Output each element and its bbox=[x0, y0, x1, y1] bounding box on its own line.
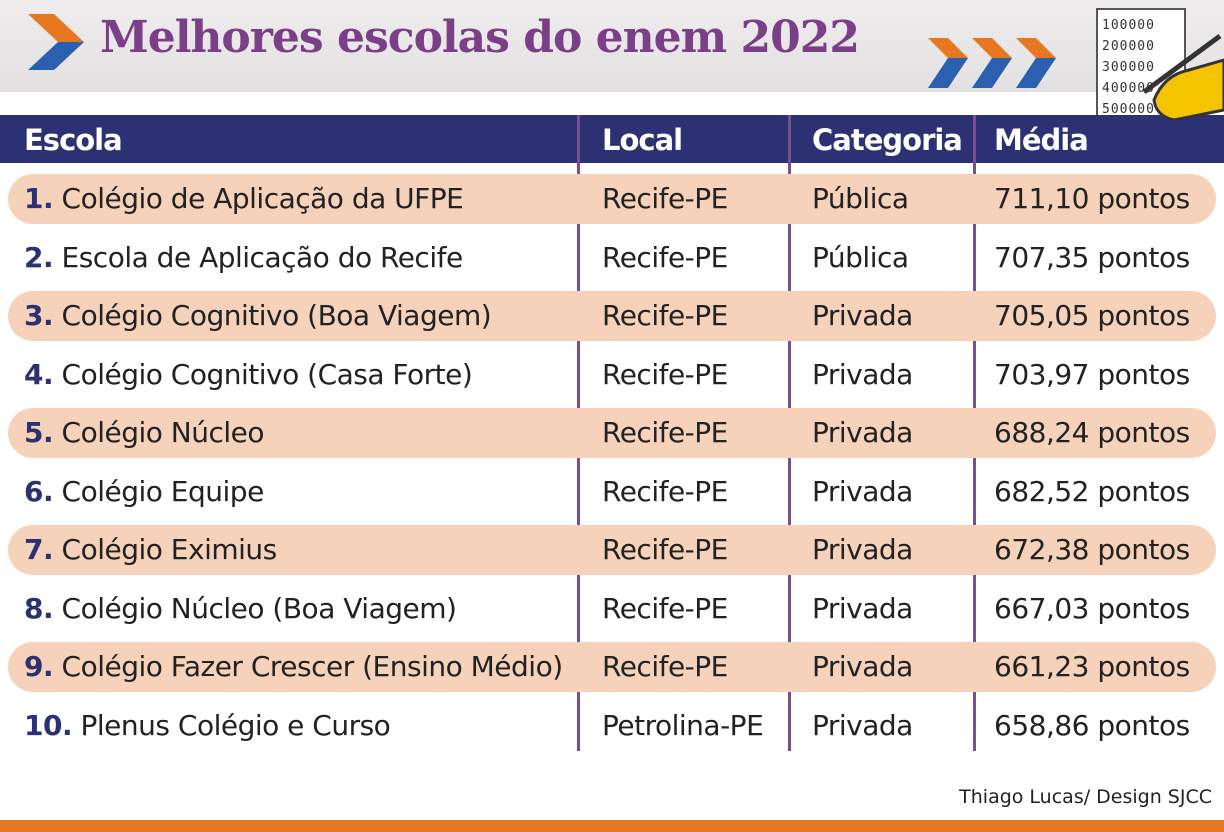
category-cell: Privada bbox=[812, 416, 913, 449]
school-name: Escola de Aplicação do Recife bbox=[61, 240, 464, 274]
column-header: Escola bbox=[24, 123, 123, 157]
category-cell: Privada bbox=[812, 299, 913, 332]
school-name: Colégio Eximius bbox=[61, 533, 278, 566]
location-cell: Recife-PE bbox=[602, 416, 728, 449]
rank: 9. bbox=[24, 650, 54, 683]
school-cell: 4. Colégio Cognitivo (Casa Forte) bbox=[24, 346, 473, 404]
score-cell: 705,05 pontos bbox=[994, 299, 1190, 332]
school-name: Plenus Colégio e Curso bbox=[80, 708, 391, 742]
school-name: Colégio de Aplicação da UFPE bbox=[61, 182, 464, 215]
footer-bar bbox=[0, 820, 1224, 832]
icon-line: 400000 bbox=[1102, 81, 1155, 96]
score-cell: 682,52 pontos bbox=[994, 474, 1190, 508]
category-cell: Privada bbox=[812, 708, 913, 742]
rank: 5. bbox=[24, 416, 54, 449]
rank: 8. bbox=[24, 591, 54, 625]
icon-line: 500000 bbox=[1102, 102, 1155, 117]
location-cell: Recife-PE bbox=[602, 299, 728, 332]
location-cell: Petrolina-PE bbox=[602, 708, 764, 742]
icon-line: 200000 bbox=[1102, 39, 1155, 54]
rank: 7. bbox=[24, 533, 54, 566]
location-cell: Recife-PE bbox=[602, 474, 728, 508]
location-cell: Recife-PE bbox=[602, 357, 728, 391]
school-name: Colégio Cognitivo (Boa Viagem) bbox=[61, 299, 492, 332]
credit: Thiago Lucas/ Design SJCC bbox=[959, 786, 1212, 808]
school-name: Colégio Equipe bbox=[61, 474, 265, 508]
school-cell: 1. Colégio de Aplicação da UFPE bbox=[24, 170, 464, 228]
score-cell: 667,03 pontos bbox=[994, 591, 1190, 625]
school-cell: 10. Plenus Colégio e Curso bbox=[24, 697, 391, 755]
title-band bbox=[0, 0, 1224, 92]
category-cell: Privada bbox=[812, 650, 913, 683]
column-header: Categoria bbox=[812, 123, 963, 157]
chevron bbox=[28, 14, 84, 70]
score-cell: 711,10 pontos bbox=[994, 182, 1190, 215]
location-cell: Recife-PE bbox=[602, 650, 728, 683]
school-cell: 2. Escola de Aplicação do Recife bbox=[24, 229, 463, 287]
chevrons bbox=[928, 38, 1056, 88]
icon-line: 300000 bbox=[1102, 60, 1155, 75]
school-name: Colégio Cognitivo (Casa Forte) bbox=[61, 357, 473, 391]
school-cell: 5. Colégio Núcleo bbox=[24, 404, 265, 462]
school-cell: 9. Colégio Fazer Crescer (Ensino Médio) bbox=[24, 638, 563, 696]
category-cell: Privada bbox=[812, 591, 913, 625]
score-cell: 707,35 pontos bbox=[994, 240, 1190, 274]
table-header bbox=[0, 115, 1224, 163]
column-header: Média bbox=[994, 123, 1089, 157]
school-cell: 3. Colégio Cognitivo (Boa Viagem) bbox=[24, 287, 492, 345]
school-name: Colégio Núcleo (Boa Viagem) bbox=[61, 591, 457, 625]
school-cell: 6. Colégio Equipe bbox=[24, 463, 264, 521]
row-highlight bbox=[8, 642, 1216, 692]
icon-line: 100000 bbox=[1102, 18, 1155, 33]
score-cell: 661,23 pontos bbox=[994, 650, 1190, 683]
score-cell: 688,24 pontos bbox=[994, 416, 1190, 449]
category-cell: Privada bbox=[812, 474, 913, 508]
category-cell: Pública bbox=[812, 182, 909, 215]
location-cell: Recife-PE bbox=[602, 591, 728, 625]
category-cell: Privada bbox=[812, 533, 913, 566]
location-cell: Recife-PE bbox=[602, 533, 728, 566]
school-cell: 7. Colégio Eximius bbox=[24, 521, 277, 579]
column-header: Local bbox=[602, 123, 683, 157]
title: Melhores escolas do enem 2022 bbox=[100, 12, 860, 63]
answer-sheet-icon: 100000 200000 300000 400000 500000 bbox=[1096, 8, 1186, 128]
school-name: Colégio Fazer Crescer (Ensino Médio) bbox=[61, 650, 564, 683]
rank: 6. bbox=[24, 474, 54, 508]
score-cell: 703,97 pontos bbox=[994, 357, 1190, 391]
row-highlight bbox=[8, 408, 1216, 458]
row-highlight bbox=[8, 291, 1216, 341]
school-cell: 8. Colégio Núcleo (Boa Viagem) bbox=[24, 580, 457, 638]
category-cell: Privada bbox=[812, 357, 913, 391]
location-cell: Recife-PE bbox=[602, 240, 728, 274]
location-cell: Recife-PE bbox=[602, 182, 728, 215]
score-cell: 672,38 pontos bbox=[994, 533, 1190, 566]
rank: 10. bbox=[24, 708, 73, 742]
rank: 3. bbox=[24, 299, 54, 332]
score-cell: 658,86 pontos bbox=[994, 708, 1190, 742]
rank: 2. bbox=[24, 240, 54, 274]
rank: 1. bbox=[24, 182, 54, 215]
row-highlight bbox=[8, 174, 1216, 224]
category-cell: Pública bbox=[812, 240, 909, 274]
school-name: Colégio Núcleo bbox=[61, 416, 265, 449]
pencil-hand bbox=[1142, 33, 1224, 120]
row-highlight bbox=[8, 525, 1216, 575]
rank: 4. bbox=[24, 357, 54, 391]
